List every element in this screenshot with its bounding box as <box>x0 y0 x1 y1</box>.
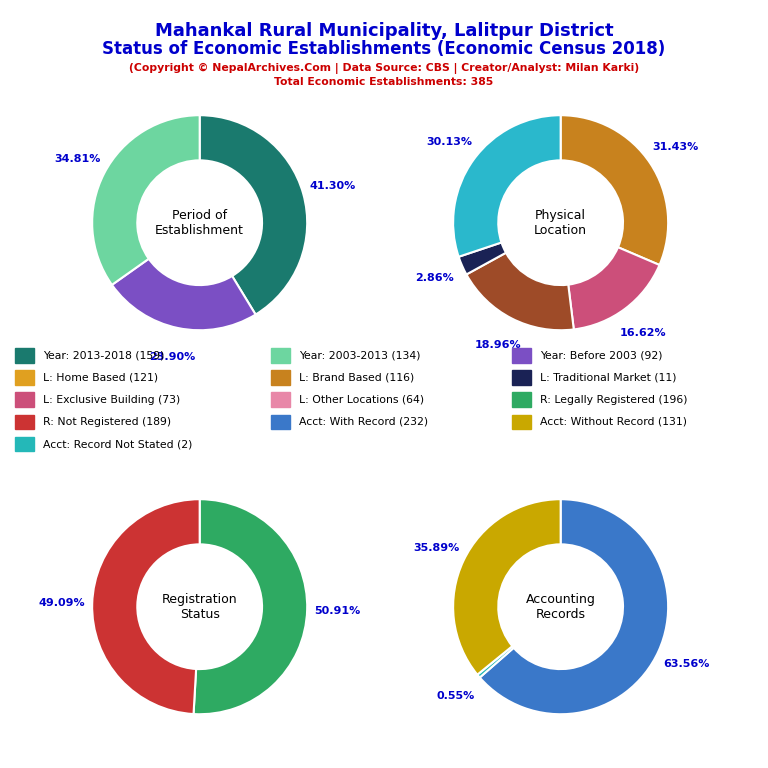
Wedge shape <box>466 253 574 330</box>
Text: 50.91%: 50.91% <box>314 606 360 616</box>
Wedge shape <box>568 247 660 329</box>
Wedge shape <box>200 115 307 315</box>
Text: 2.86%: 2.86% <box>415 273 454 283</box>
Wedge shape <box>478 646 514 677</box>
FancyBboxPatch shape <box>15 415 34 429</box>
Wedge shape <box>194 499 307 714</box>
Text: Accounting
Records: Accounting Records <box>526 593 595 621</box>
Text: Acct: With Record (232): Acct: With Record (232) <box>299 417 428 427</box>
Text: R: Legally Registered (196): R: Legally Registered (196) <box>540 395 687 405</box>
Wedge shape <box>92 499 200 714</box>
FancyBboxPatch shape <box>512 348 531 363</box>
Text: 35.89%: 35.89% <box>413 543 459 553</box>
Text: (Copyright © NepalArchives.Com | Data Source: CBS | Creator/Analyst: Milan Karki: (Copyright © NepalArchives.Com | Data So… <box>129 63 639 74</box>
Text: 31.43%: 31.43% <box>652 142 699 152</box>
Text: Year: 2013-2018 (159): Year: 2013-2018 (159) <box>43 350 164 361</box>
Text: 30.13%: 30.13% <box>426 137 472 147</box>
FancyBboxPatch shape <box>15 437 34 452</box>
Text: Year: 2003-2013 (134): Year: 2003-2013 (134) <box>299 350 420 361</box>
Wedge shape <box>453 499 561 674</box>
Text: 41.30%: 41.30% <box>309 180 356 190</box>
Text: 16.62%: 16.62% <box>620 328 667 338</box>
FancyBboxPatch shape <box>271 370 290 385</box>
Text: 23.90%: 23.90% <box>149 353 195 362</box>
Text: Acct: Record Not Stated (2): Acct: Record Not Stated (2) <box>43 439 193 449</box>
FancyBboxPatch shape <box>512 370 531 385</box>
Text: 63.56%: 63.56% <box>663 659 709 669</box>
Text: L: Traditional Market (11): L: Traditional Market (11) <box>540 372 677 382</box>
Text: Period of
Establishment: Period of Establishment <box>155 209 244 237</box>
Wedge shape <box>458 243 506 274</box>
Text: 34.81%: 34.81% <box>55 154 101 164</box>
FancyBboxPatch shape <box>15 348 34 363</box>
Wedge shape <box>112 259 256 330</box>
FancyBboxPatch shape <box>15 392 34 407</box>
Wedge shape <box>480 499 668 714</box>
Wedge shape <box>561 115 668 265</box>
Text: Registration
Status: Registration Status <box>162 593 237 621</box>
Text: R: Not Registered (189): R: Not Registered (189) <box>43 417 171 427</box>
Wedge shape <box>453 115 561 257</box>
Text: Acct: Without Record (131): Acct: Without Record (131) <box>540 417 687 427</box>
Text: L: Other Locations (64): L: Other Locations (64) <box>299 395 424 405</box>
Text: 0.55%: 0.55% <box>436 690 475 700</box>
FancyBboxPatch shape <box>15 370 34 385</box>
Text: 49.09%: 49.09% <box>39 598 85 607</box>
Wedge shape <box>92 115 200 285</box>
Text: Status of Economic Establishments (Economic Census 2018): Status of Economic Establishments (Econo… <box>102 40 666 58</box>
FancyBboxPatch shape <box>271 348 290 363</box>
Text: 18.96%: 18.96% <box>475 340 521 350</box>
Text: L: Exclusive Building (73): L: Exclusive Building (73) <box>43 395 180 405</box>
Text: L: Home Based (121): L: Home Based (121) <box>43 372 158 382</box>
FancyBboxPatch shape <box>512 392 531 407</box>
Text: Total Economic Establishments: 385: Total Economic Establishments: 385 <box>274 77 494 87</box>
Text: L: Brand Based (116): L: Brand Based (116) <box>299 372 414 382</box>
FancyBboxPatch shape <box>271 415 290 429</box>
Text: Mahankal Rural Municipality, Lalitpur District: Mahankal Rural Municipality, Lalitpur Di… <box>154 22 614 39</box>
FancyBboxPatch shape <box>512 415 531 429</box>
Text: Physical
Location: Physical Location <box>534 209 588 237</box>
Text: Year: Before 2003 (92): Year: Before 2003 (92) <box>540 350 662 361</box>
FancyBboxPatch shape <box>271 392 290 407</box>
